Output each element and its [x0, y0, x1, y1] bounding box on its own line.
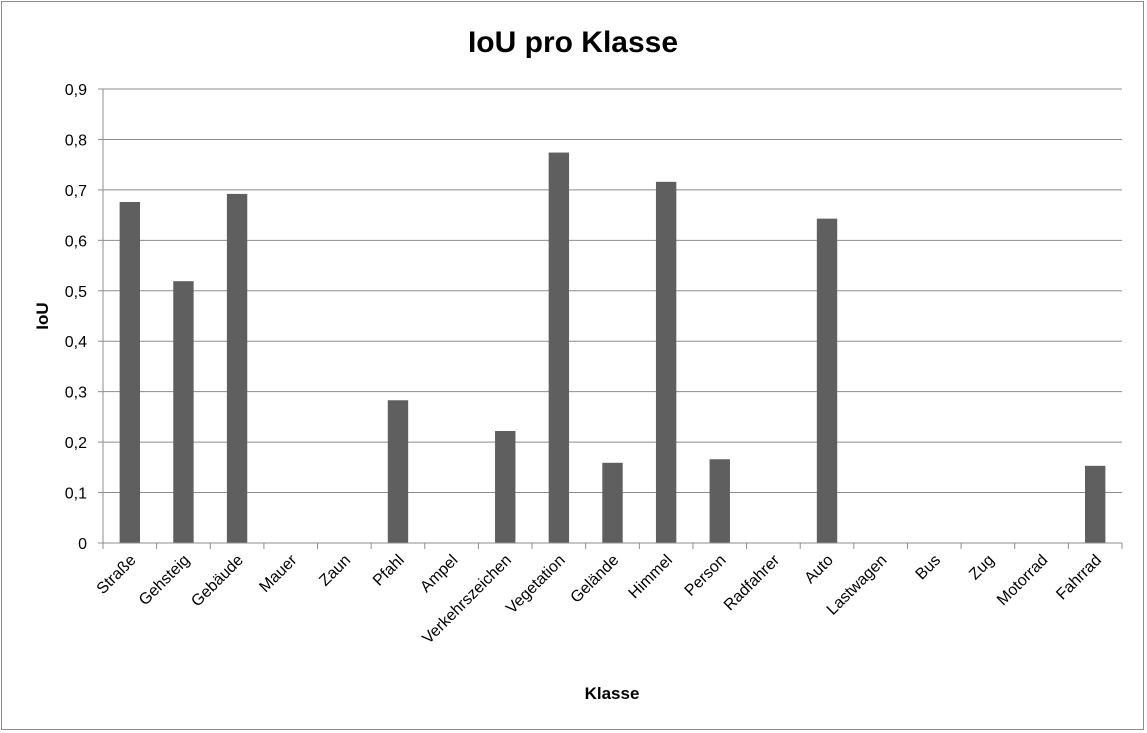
- x-category-label: Himmel: [626, 552, 676, 602]
- x-category-label: Zaun: [316, 552, 354, 590]
- x-category-label: Zug: [966, 552, 998, 584]
- x-category-label: Motorrad: [994, 552, 1051, 609]
- y-axis-ticks: 0 0,1 0,2 0,3 0,4 0,5 0,6 0,7 0,8 0,9: [65, 82, 103, 553]
- y-tick-label: 0,2: [65, 435, 87, 452]
- x-category-label: Radfahrer: [721, 551, 784, 614]
- x-category-label: Mauer: [256, 551, 301, 596]
- y-tick-label: 0,5: [65, 284, 87, 301]
- y-tick-label: 0: [78, 536, 87, 553]
- x-category-label: Gebäude: [188, 552, 247, 611]
- x-category-label: Gelände: [568, 552, 623, 607]
- x-category-label: Auto: [802, 552, 837, 587]
- x-category-label: Fahrrad: [1053, 552, 1105, 604]
- x-category-label: Person: [682, 552, 730, 600]
- bar-13: [816, 218, 838, 544]
- y-axis-title: IoU: [33, 302, 52, 329]
- x-category-label: Gehsteig: [136, 552, 193, 609]
- y-tick-label: 0,9: [65, 82, 87, 99]
- y-tick-label: 0,4: [65, 334, 87, 351]
- bar-0: [119, 201, 141, 544]
- gridlines: [103, 88, 1122, 494]
- axes: [102, 89, 1122, 544]
- bar-5: [387, 400, 409, 543]
- x-category-label: Straße: [94, 552, 140, 598]
- x-category-label: Vegetation: [503, 552, 568, 617]
- bar-11: [709, 459, 730, 543]
- x-category-label: Bus: [913, 552, 945, 584]
- x-axis-title: Klasse: [585, 684, 640, 703]
- bar-18: [1084, 465, 1106, 543]
- y-tick-label: 0,7: [65, 183, 87, 200]
- bar-9: [602, 462, 623, 543]
- y-tick-label: 0,6: [65, 233, 87, 250]
- y-tick-label: 0,3: [65, 385, 87, 402]
- y-tick-label: 0,1: [65, 486, 87, 503]
- bar-10: [655, 181, 677, 543]
- bar-7: [495, 431, 516, 543]
- bar-2: [226, 193, 248, 543]
- y-tick-label: 0,8: [65, 132, 87, 149]
- bar-8: [548, 152, 570, 543]
- chart-title: IoU pro Klasse: [468, 26, 678, 59]
- bar-1: [173, 281, 194, 543]
- bars: [119, 152, 1106, 544]
- x-category-label: Pfahl: [370, 552, 408, 590]
- x-category-label: Ampel: [417, 552, 461, 596]
